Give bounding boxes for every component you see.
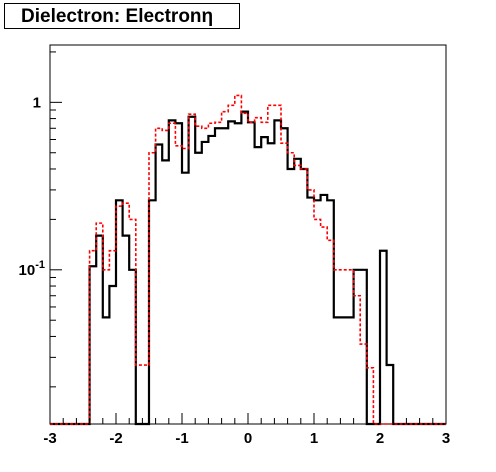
plot-frame	[49, 44, 447, 425]
x-tick-label: -2	[109, 430, 122, 447]
x-tick-label: -1	[175, 430, 188, 447]
y-tick-label: 10-1	[19, 259, 45, 279]
x-tick-label: 3	[442, 430, 450, 447]
axis-group: -3 -2 -1 0 1 2 3 1 10-1	[19, 51, 450, 447]
x-tick-label: -3	[43, 430, 56, 447]
x-tick-label: 1	[310, 430, 318, 447]
chart-title-box: Dielectron: Electronη	[4, 3, 240, 29]
series-group	[50, 94, 446, 426]
histogram-series-2	[50, 94, 446, 425]
x-tick-label: 0	[244, 430, 252, 447]
histogram-series-1	[50, 110, 446, 426]
x-tick-label: 2	[376, 430, 384, 447]
plot-frame-group	[49, 44, 447, 425]
chart-title: Dielectron: Electronη	[21, 6, 214, 27]
y-tick-label: 1	[33, 94, 41, 111]
